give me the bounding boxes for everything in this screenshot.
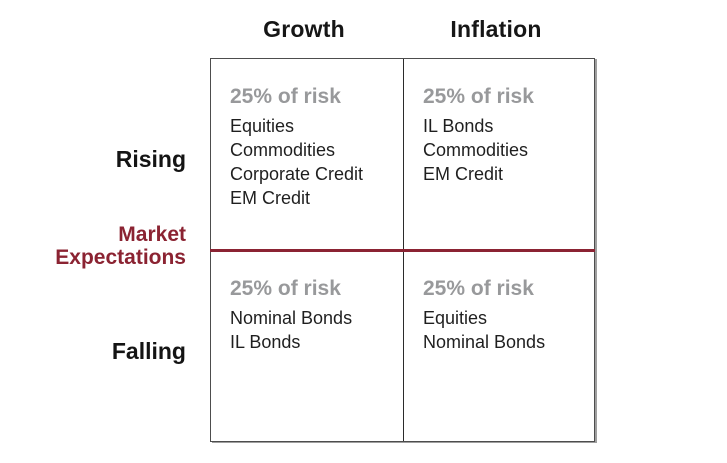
cell-rising-inflation: 25% of risk IL Bonds Commodities EM Cred… bbox=[404, 59, 594, 249]
risk-weight-label: 25% of risk bbox=[423, 85, 534, 108]
asset-item: Commodities bbox=[230, 140, 336, 160]
asset-item: Nominal Bonds bbox=[230, 308, 353, 328]
asset-item: Equities bbox=[423, 308, 488, 328]
asset-item: EM Credit bbox=[230, 188, 311, 208]
market-expectations-divider-line bbox=[210, 249, 595, 252]
asset-list: Nominal Bonds IL Bonds bbox=[230, 306, 395, 354]
asset-item: IL Bonds bbox=[423, 116, 494, 136]
asset-item: IL Bonds bbox=[230, 332, 301, 352]
market-expectations-line1: Market bbox=[118, 223, 186, 246]
asset-list: IL Bonds Commodities EM Credit bbox=[423, 114, 586, 186]
matrix-box: 25% of risk Equities Commodities Corpora… bbox=[210, 58, 595, 442]
market-expectations-axis-label: Market Expectations bbox=[0, 223, 186, 269]
asset-item: Corporate Credit bbox=[230, 164, 364, 184]
cell-falling-inflation: 25% of risk Equities Nominal Bonds bbox=[404, 249, 594, 441]
risk-weight-label: 25% of risk bbox=[230, 85, 341, 108]
growth-column-header: Growth bbox=[263, 16, 345, 42]
asset-list: Equities Commodities Corporate Credit EM… bbox=[230, 114, 395, 210]
rising-row-label: Rising bbox=[115, 146, 186, 172]
asset-item: Commodities bbox=[423, 140, 529, 160]
inflation-column-header: Inflation bbox=[450, 16, 542, 42]
cell-rising-growth: 25% of risk Equities Commodities Corpora… bbox=[211, 59, 404, 249]
falling-row-label: Falling bbox=[111, 338, 186, 364]
risk-weight-label: 25% of risk bbox=[423, 277, 534, 300]
cell-falling-growth: 25% of risk Nominal Bonds IL Bonds bbox=[211, 249, 404, 441]
asset-item: Equities bbox=[230, 116, 295, 136]
asset-list: Equities Nominal Bonds bbox=[423, 306, 586, 354]
asset-item: EM Credit bbox=[423, 164, 504, 184]
asset-item: Nominal Bonds bbox=[423, 332, 546, 352]
market-expectations-line2: Expectations bbox=[55, 246, 186, 269]
risk-weight-label: 25% of risk bbox=[230, 277, 341, 300]
